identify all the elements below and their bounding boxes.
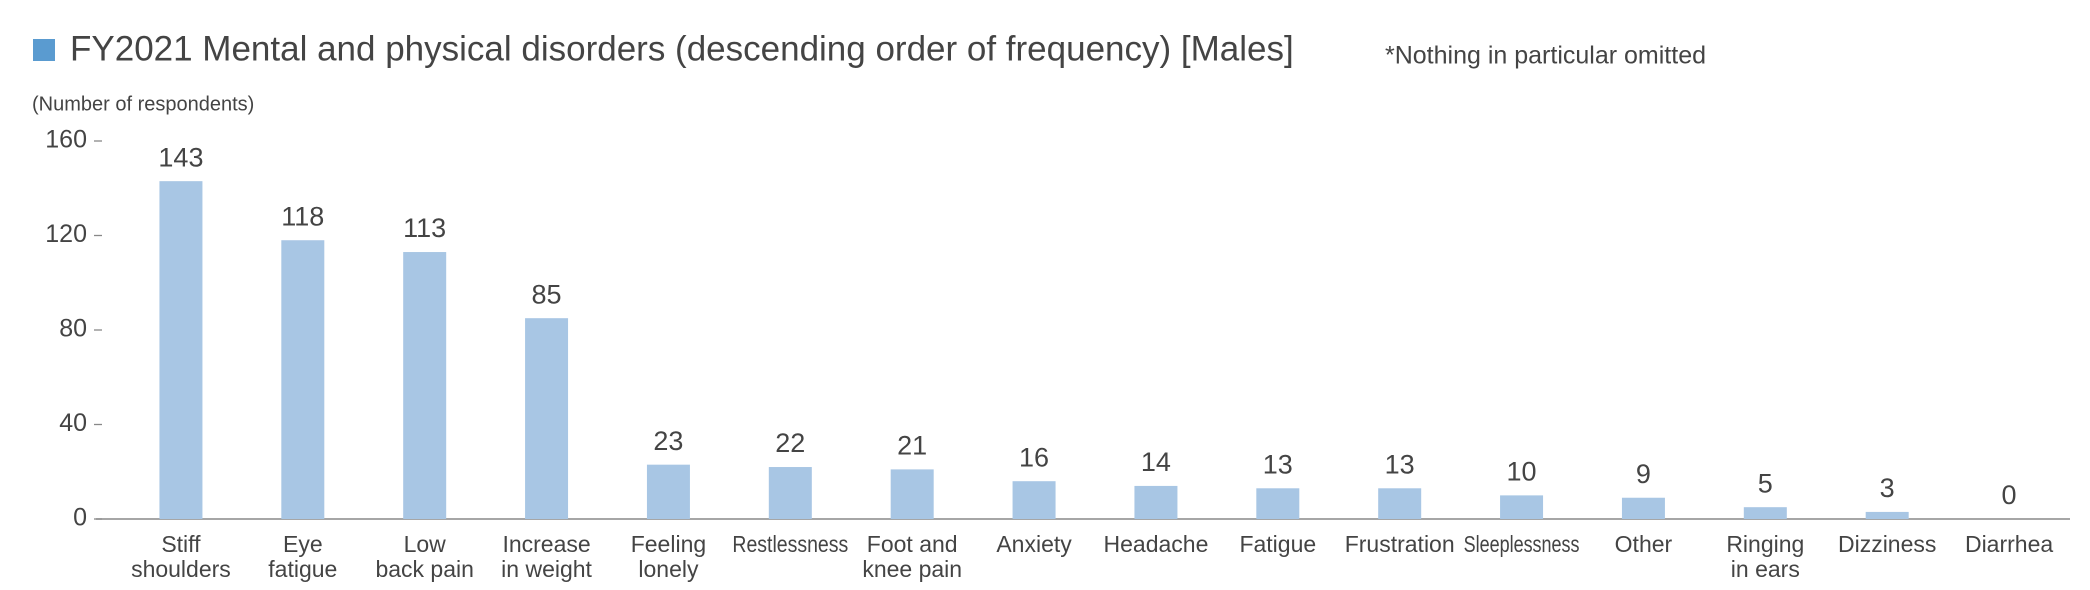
x-tick-label: Feeling (631, 531, 706, 557)
y-tick-label: 80 (59, 315, 87, 343)
y-axis-label: (Number of respondents) (32, 93, 254, 115)
bar (1743, 507, 1787, 519)
x-tick-label: Other (1615, 531, 1673, 557)
x-tick-label: Anxiety (996, 531, 1072, 557)
x-tick-label: Stiff (161, 531, 201, 557)
value-label: 22 (775, 428, 805, 458)
x-tick-label: Dizziness (1838, 531, 1936, 557)
bar (1865, 511, 1909, 519)
bar (768, 467, 812, 519)
x-tick-label: Low (404, 531, 447, 557)
x-tick-label: lonely (638, 556, 699, 582)
x-tick-label: knee pain (862, 556, 962, 582)
x-tick-label: in ears (1731, 556, 1800, 582)
note: *Nothing in particular omitted (1385, 42, 1706, 70)
bar (403, 252, 447, 519)
value-label: 13 (1263, 449, 1293, 479)
x-tick-label: Headache (1104, 531, 1209, 557)
x-tick-label: Foot and (867, 531, 958, 557)
y-tick-label: 0 (73, 504, 87, 532)
x-tick-label: back pain (375, 556, 473, 582)
bar (1012, 481, 1056, 519)
x-tick-label: in weight (501, 556, 592, 582)
value-label: 23 (653, 426, 683, 456)
x-tick-label: Ringing (1726, 531, 1804, 557)
value-label: 143 (158, 142, 203, 172)
value-label: 0 (2002, 480, 2017, 510)
value-label: 3 (1880, 473, 1895, 503)
y-tick-label: 120 (45, 220, 87, 248)
bar (525, 318, 569, 519)
x-tick-label: shoulders (131, 556, 231, 582)
bar (1256, 488, 1300, 519)
value-label: 21 (897, 431, 927, 461)
x-tick-label: fatigue (268, 556, 337, 582)
x-tick-label: Diarrhea (1965, 531, 2053, 557)
y-tick-label: 40 (59, 409, 87, 437)
x-tick-label: Sleeplessness (1464, 531, 1580, 557)
value-label: 118 (281, 201, 324, 231)
x-tick-label: Fatigue (1239, 531, 1316, 557)
y-tick-label: 160 (45, 126, 87, 154)
value-label: 113 (403, 213, 446, 243)
value-label: 10 (1507, 457, 1537, 487)
title-marker (33, 39, 55, 61)
bar (1500, 495, 1544, 519)
chart-title: FY2021 Mental and physical disorders (de… (70, 29, 1294, 68)
bar (646, 464, 690, 519)
bar (281, 240, 325, 519)
bar (890, 469, 934, 519)
value-label: 16 (1019, 442, 1049, 472)
x-tick-label: Increase (502, 531, 590, 557)
bar (1378, 488, 1422, 519)
x-tick-label: Restlessness (732, 531, 848, 557)
value-label: 14 (1141, 447, 1171, 477)
value-label: 85 (532, 279, 562, 309)
x-tick-label: Frustration (1345, 531, 1455, 557)
value-label: 9 (1636, 459, 1651, 489)
bar (1134, 485, 1178, 519)
x-tick-label: Eye (283, 531, 323, 557)
value-label: 5 (1758, 468, 1773, 498)
bar (159, 181, 203, 519)
bar (1621, 497, 1665, 519)
value-label: 13 (1385, 449, 1415, 479)
